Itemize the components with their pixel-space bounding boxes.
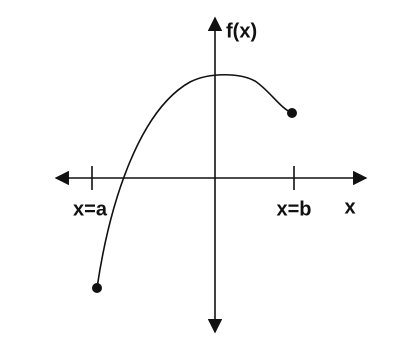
marker-b-label: x=b bbox=[276, 198, 311, 220]
x-axis-label: x bbox=[344, 196, 355, 218]
endpoint-a bbox=[92, 283, 102, 293]
y-axis-label: f(x) bbox=[226, 20, 257, 42]
marker-a-label: x=a bbox=[73, 198, 108, 220]
curve bbox=[96, 74, 293, 289]
endpoint-b bbox=[287, 108, 297, 118]
